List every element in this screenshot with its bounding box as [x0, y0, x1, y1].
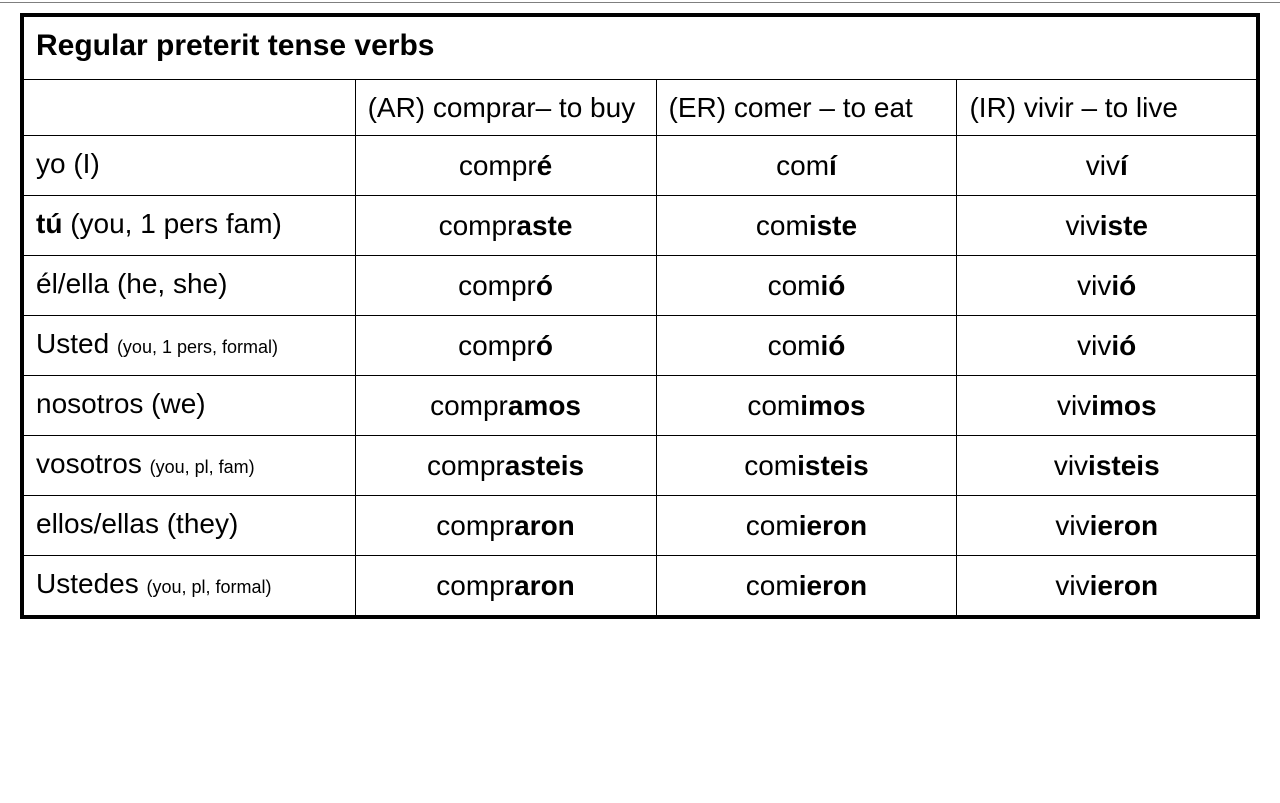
conj-cell: vivió — [957, 315, 1258, 375]
table-row: ellos/ellas (they) compraron comieron vi… — [22, 495, 1258, 555]
pronoun-cell: yo (I) — [22, 135, 355, 195]
column-header-er: (ER) comer – to eat — [656, 79, 957, 135]
column-header-ar: (AR) comprar– to buy — [355, 79, 656, 135]
conj-cell: viví — [957, 135, 1258, 195]
conj-cell: vivisteis — [957, 435, 1258, 495]
table-title: Regular preterit tense verbs — [22, 15, 1258, 79]
conj-cell: comí — [656, 135, 957, 195]
page: Regular preterit tense verbs (AR) compra… — [0, 0, 1280, 803]
pronoun-cell: nosotros (we) — [22, 375, 355, 435]
conj-cell: comió — [656, 315, 957, 375]
pronoun-cell: Ustedes (you, pl, formal) — [22, 555, 355, 617]
table-row: nosotros (we) compramos comimos vivimos — [22, 375, 1258, 435]
title-row: Regular preterit tense verbs — [22, 15, 1258, 79]
conj-cell: comieron — [656, 555, 957, 617]
pronoun-cell: Usted (you, 1 pers, formal) — [22, 315, 355, 375]
conj-cell: viviste — [957, 195, 1258, 255]
column-header-row: (AR) comprar– to buy (ER) comer – to eat… — [22, 79, 1258, 135]
conj-cell: compró — [355, 255, 656, 315]
conj-cell: compraste — [355, 195, 656, 255]
conj-cell: comprasteis — [355, 435, 656, 495]
conj-cell: compraron — [355, 495, 656, 555]
conjugation-table: Regular preterit tense verbs (AR) compra… — [20, 13, 1260, 619]
pronoun-cell: ellos/ellas (they) — [22, 495, 355, 555]
conj-cell: comisteis — [656, 435, 957, 495]
conj-cell: vivieron — [957, 555, 1258, 617]
pronoun-cell: tú (you, 1 pers fam) — [22, 195, 355, 255]
table-row: yo (I) compré comí viví — [22, 135, 1258, 195]
conj-cell: comieron — [656, 495, 957, 555]
conj-cell: comió — [656, 255, 957, 315]
top-rule — [0, 2, 1280, 3]
conj-cell: compré — [355, 135, 656, 195]
column-header-ir: (IR) vivir – to live — [957, 79, 1258, 135]
conj-cell: compramos — [355, 375, 656, 435]
conj-cell: vivimos — [957, 375, 1258, 435]
conj-cell: comiste — [656, 195, 957, 255]
conj-cell: vivió — [957, 255, 1258, 315]
table-row: Ustedes (you, pl, formal) compraron comi… — [22, 555, 1258, 617]
table-row: tú (you, 1 pers fam) compraste comiste v… — [22, 195, 1258, 255]
conj-cell: vivieron — [957, 495, 1258, 555]
conj-cell: compraron — [355, 555, 656, 617]
pronoun-cell: él/ella (he, she) — [22, 255, 355, 315]
conjugation-table-body: Regular preterit tense verbs (AR) compra… — [22, 15, 1258, 617]
column-header-empty — [22, 79, 355, 135]
table-row: él/ella (he, she) compró comió vivió — [22, 255, 1258, 315]
pronoun-cell: vosotros (you, pl, fam) — [22, 435, 355, 495]
conj-cell: comimos — [656, 375, 957, 435]
conj-cell: compró — [355, 315, 656, 375]
table-row: vosotros (you, pl, fam) comprasteis comi… — [22, 435, 1258, 495]
table-row: Usted (you, 1 pers, formal) compró comió… — [22, 315, 1258, 375]
